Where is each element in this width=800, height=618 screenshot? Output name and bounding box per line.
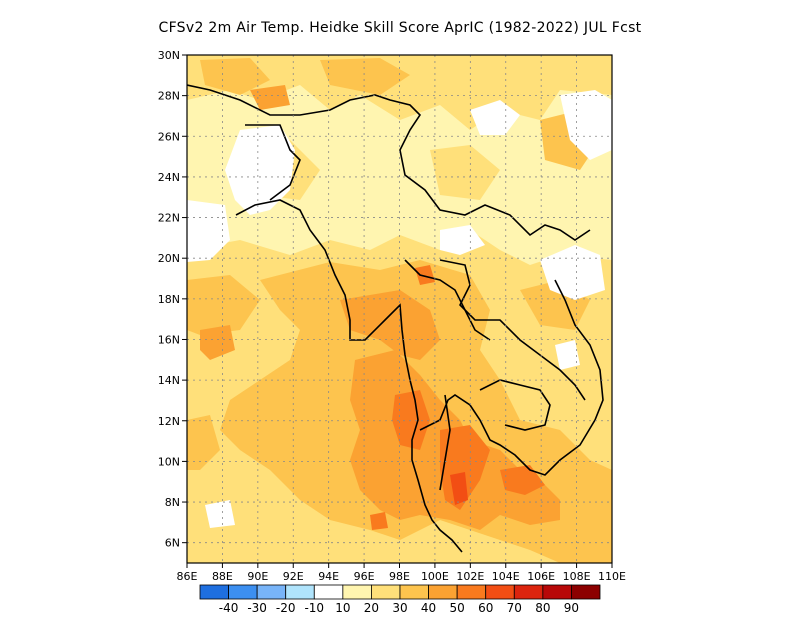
longitude-axis: 86E 88E 90E 92E 94E 96E 98E 100E 102E 104E 106E 108… <box>177 563 626 583</box>
colorbar-swatch <box>228 584 258 600</box>
colorbar-swatch <box>399 584 429 600</box>
colorbar-label: 90 <box>564 601 579 615</box>
colorbar-label: 30 <box>392 601 407 615</box>
grid-lines <box>187 55 612 563</box>
lon-tick-label: 86E <box>177 570 198 583</box>
colorbar-label: 60 <box>478 601 493 615</box>
colorbar-label: -10 <box>304 601 324 615</box>
colorbar-swatch <box>456 584 487 600</box>
lon-tick-label: 92E <box>283 570 304 583</box>
lon-tick-label: 106E <box>527 570 555 583</box>
lat-tick-label: 26N <box>158 130 180 143</box>
coastline-borders <box>187 84 604 553</box>
lat-tick-label: 8N <box>165 496 180 509</box>
lat-tick-label: 16N <box>158 333 180 346</box>
latitude-axis: 6N 8N 10N 12N 14N 16N 18N 20N 22N 24N 26N 28N 30N <box>158 49 187 550</box>
lon-tick-label: 102E <box>456 570 484 583</box>
colorbar-swatch <box>571 584 601 600</box>
lon-tick-label: 96E <box>354 570 375 583</box>
colorbar-swatch <box>342 584 372 600</box>
field-white-near-zero <box>187 90 612 528</box>
lat-tick-label: 14N <box>158 374 180 387</box>
colorbar-label: -20 <box>276 601 296 615</box>
colorbar-label: -40 <box>219 601 239 615</box>
lat-tick-label: 24N <box>158 171 180 184</box>
lon-tick-label: 100E <box>421 570 449 583</box>
lon-tick-label: 108E <box>563 570 591 583</box>
lon-tick-label: 88E <box>212 570 233 583</box>
colorbar-swatch <box>256 584 287 600</box>
colorbar-label: 40 <box>421 601 436 615</box>
lat-tick-label: 30N <box>158 49 180 62</box>
lat-tick-label: 18N <box>158 293 180 306</box>
lat-tick-label: 20N <box>158 252 180 265</box>
lon-tick-label: 90E <box>247 570 268 583</box>
lat-tick-label: 22N <box>158 212 180 225</box>
colorbar-labels: -40 -30 -20 -10 10 20 30 40 50 60 70 80 90 <box>219 601 579 615</box>
map-title: CFSv2 2m Air Temp. Heidke Skill Score Ap… <box>158 20 642 36</box>
colorbar-label: 20 <box>364 601 379 615</box>
lon-tick-label: 104E <box>492 570 520 583</box>
lat-tick-label: 28N <box>158 90 180 103</box>
field-60-70 <box>450 472 468 505</box>
colorbar-swatch <box>313 584 344 600</box>
colorbar-label: 10 <box>335 601 350 615</box>
colorbar-label: -30 <box>247 601 267 615</box>
colorbar-label: 70 <box>507 601 522 615</box>
lon-tick-label: 94E <box>318 570 339 583</box>
colorbar <box>199 584 601 600</box>
colorbar-swatch <box>513 584 544 600</box>
lon-tick-label: 110E <box>598 570 626 583</box>
lat-tick-label: 10N <box>158 455 180 468</box>
colorbar-swatch <box>485 584 515 600</box>
colorbar-swatch <box>199 584 229 600</box>
colorbar-swatch <box>285 584 315 600</box>
colorbar-label: 80 <box>535 601 550 615</box>
colorbar-swatch <box>428 584 458 600</box>
colorbar-label: 50 <box>450 601 465 615</box>
lat-tick-label: 6N <box>165 537 180 550</box>
colorbar-swatch <box>371 584 401 600</box>
lat-tick-label: 12N <box>158 415 180 428</box>
colorbar-swatch <box>542 584 572 600</box>
lon-tick-label: 98E <box>389 570 410 583</box>
